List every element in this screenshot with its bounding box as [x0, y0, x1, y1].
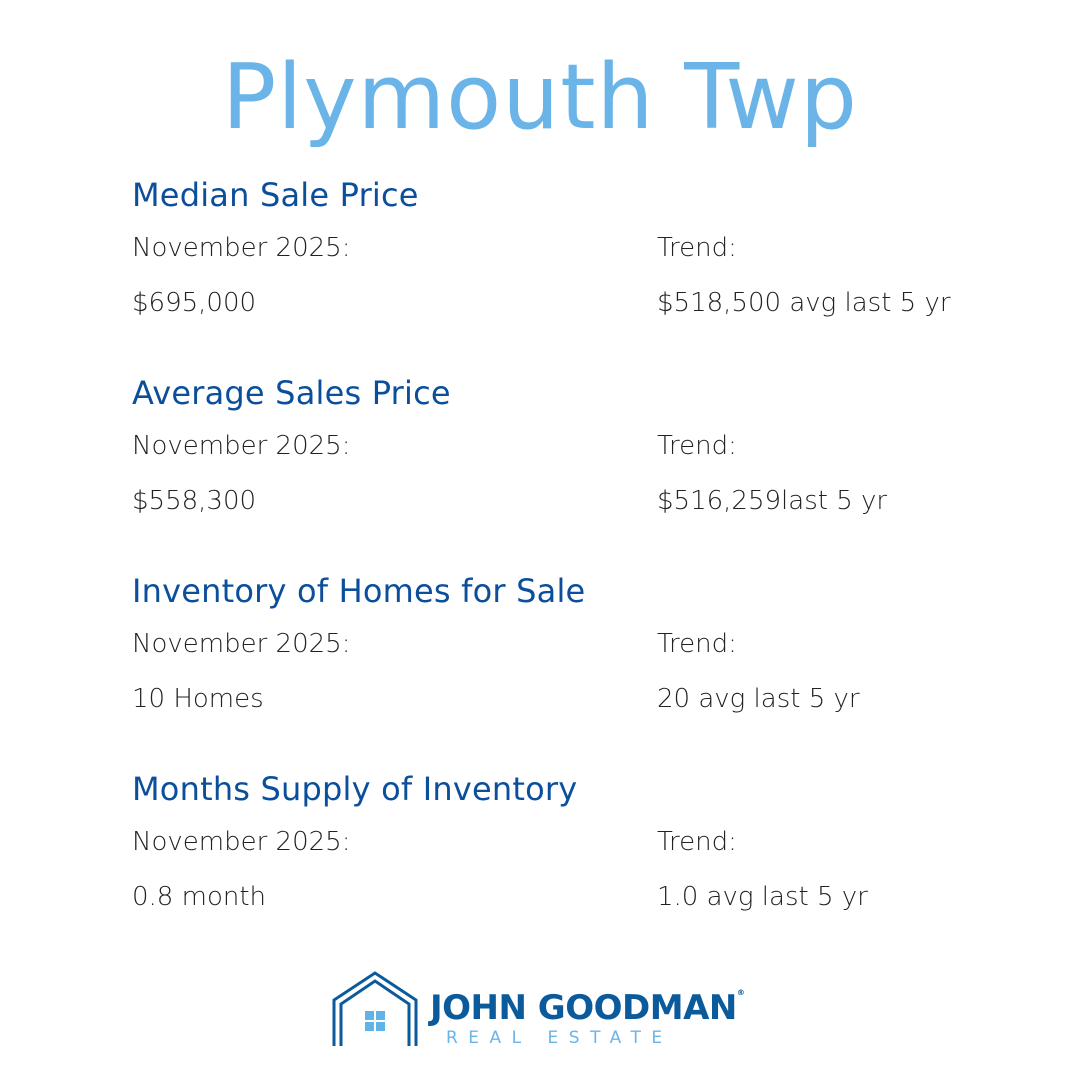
period-label: November 2025:	[132, 827, 351, 857]
house-icon	[332, 971, 418, 1046]
logo-subtitle: REAL ESTATE	[446, 1028, 673, 1048]
period-value: $558,300	[132, 486, 257, 516]
page-title: Plymouth Twp	[221, 45, 859, 150]
trend-value: $516,259last 5 yr	[657, 486, 888, 516]
section-average-sales-price: Average Sales Price November 2025: $558,…	[132, 373, 992, 563]
section-heading: Average Sales Price	[132, 374, 451, 412]
period-value: 0.8 month	[132, 882, 266, 912]
section-inventory: Inventory of Homes for Sale November 202…	[132, 571, 992, 761]
period-label: November 2025:	[132, 629, 351, 659]
logo-name: JOHN GOODMAN®	[430, 988, 745, 1028]
trend-label: Trend:	[657, 431, 737, 461]
trend-label: Trend:	[657, 629, 737, 659]
section-months-supply: Months Supply of Inventory November 2025…	[132, 769, 992, 959]
period-value: $695,000	[132, 288, 257, 318]
trend-value: $518,500 avg last 5 yr	[657, 288, 951, 318]
period-value: 10 Homes	[132, 684, 264, 714]
company-logo: JOHN GOODMAN® REAL ESTATE	[330, 970, 760, 1050]
period-label: November 2025:	[132, 233, 351, 263]
trend-value: 20 avg last 5 yr	[657, 684, 860, 714]
section-median-sale-price: Median Sale Price November 2025: $695,00…	[132, 175, 992, 365]
trend-label: Trend:	[657, 233, 737, 263]
period-label: November 2025:	[132, 431, 351, 461]
trend-label: Trend:	[657, 827, 737, 857]
section-heading: Median Sale Price	[132, 176, 419, 214]
section-heading: Months Supply of Inventory	[132, 770, 578, 808]
section-heading: Inventory of Homes for Sale	[132, 572, 586, 610]
trend-value: 1.0 avg last 5 yr	[657, 882, 868, 912]
